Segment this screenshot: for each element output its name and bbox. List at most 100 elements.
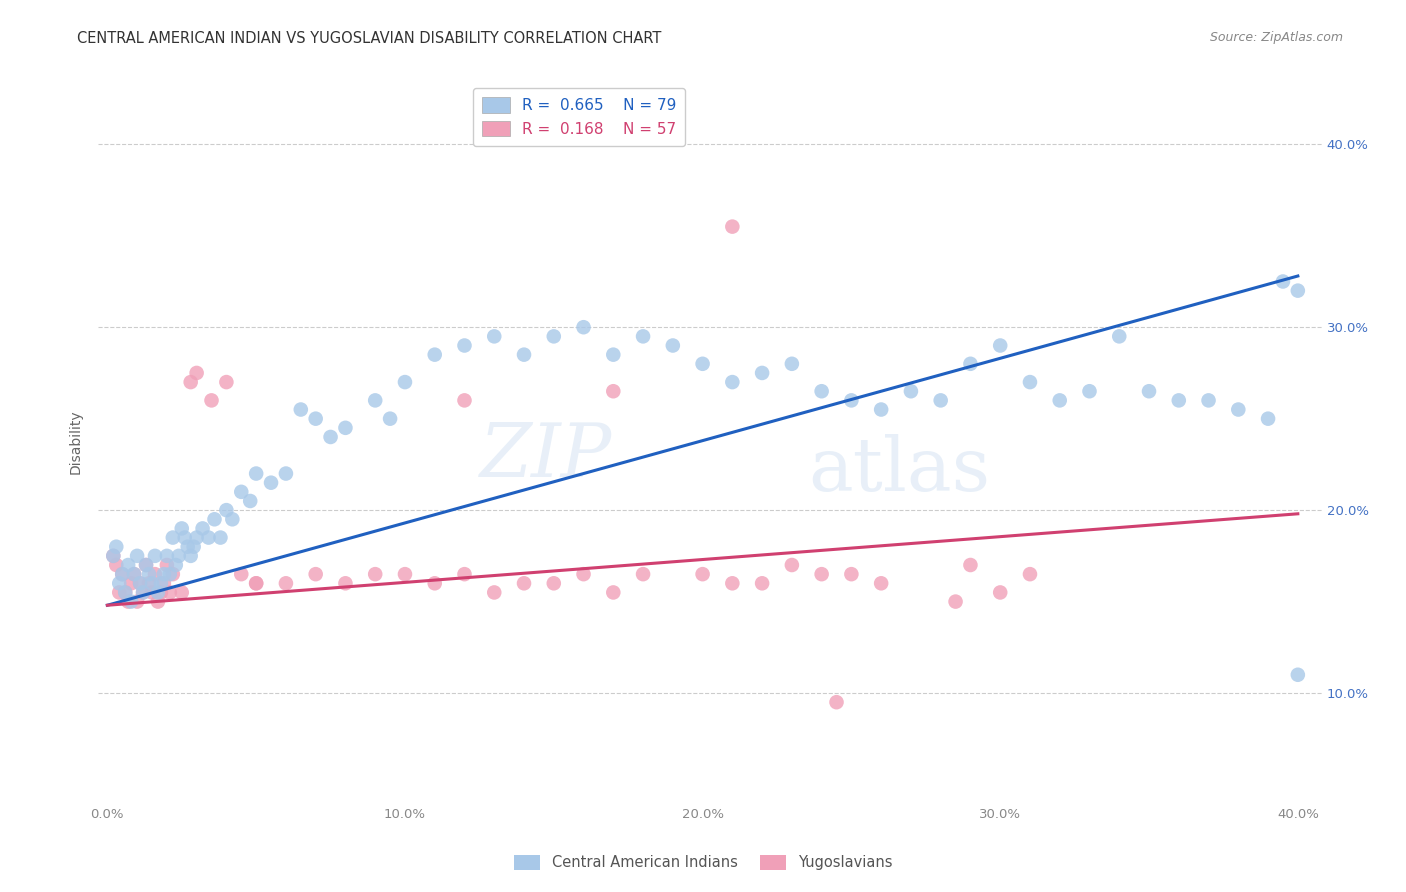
Point bbox=[513, 576, 536, 591]
Point bbox=[1108, 329, 1130, 343]
Point bbox=[186, 531, 208, 545]
Point bbox=[105, 558, 128, 572]
Point bbox=[120, 576, 142, 591]
Point bbox=[810, 384, 832, 399]
Point bbox=[572, 320, 595, 334]
Point bbox=[105, 540, 128, 554]
Point bbox=[1078, 384, 1101, 399]
Point bbox=[945, 594, 967, 608]
Point bbox=[841, 393, 863, 408]
Point bbox=[186, 366, 208, 380]
Point bbox=[167, 549, 190, 563]
Point bbox=[423, 576, 446, 591]
Point bbox=[146, 594, 169, 608]
Text: ZIP: ZIP bbox=[479, 420, 612, 492]
Y-axis label: Disability: Disability bbox=[69, 409, 83, 474]
Point bbox=[335, 421, 357, 435]
Point bbox=[162, 531, 184, 545]
Point bbox=[180, 375, 202, 389]
Point bbox=[239, 494, 262, 508]
Point bbox=[215, 503, 238, 517]
Point bbox=[364, 567, 387, 582]
Point bbox=[1257, 411, 1279, 425]
Point bbox=[305, 567, 328, 582]
Point bbox=[394, 567, 416, 582]
Point bbox=[170, 585, 193, 599]
Point bbox=[721, 219, 744, 234]
Point bbox=[132, 585, 155, 599]
Point bbox=[780, 357, 803, 371]
Point bbox=[183, 540, 205, 554]
Point bbox=[191, 521, 214, 535]
Point bbox=[662, 338, 685, 352]
Point bbox=[423, 348, 446, 362]
Point bbox=[173, 531, 195, 545]
Point bbox=[122, 567, 145, 582]
Point bbox=[751, 576, 773, 591]
Point bbox=[120, 594, 142, 608]
Text: CENTRAL AMERICAN INDIAN VS YUGOSLAVIAN DISABILITY CORRELATION CHART: CENTRAL AMERICAN INDIAN VS YUGOSLAVIAN D… bbox=[77, 31, 662, 46]
Point bbox=[825, 695, 848, 709]
Point bbox=[209, 531, 232, 545]
Point bbox=[780, 558, 803, 572]
Point bbox=[108, 576, 131, 591]
Point bbox=[305, 411, 328, 425]
Point bbox=[215, 375, 238, 389]
Point bbox=[129, 576, 152, 591]
Point bbox=[1167, 393, 1189, 408]
Point bbox=[153, 576, 176, 591]
Point bbox=[484, 585, 506, 599]
Point bbox=[274, 467, 297, 481]
Point bbox=[721, 375, 744, 389]
Point bbox=[127, 549, 149, 563]
Point bbox=[929, 393, 952, 408]
Point bbox=[260, 475, 283, 490]
Point bbox=[692, 567, 714, 582]
Point bbox=[103, 549, 125, 563]
Point bbox=[114, 585, 136, 599]
Point bbox=[245, 576, 267, 591]
Point bbox=[453, 393, 475, 408]
Point bbox=[111, 567, 134, 582]
Point bbox=[1286, 667, 1309, 681]
Point bbox=[108, 585, 131, 599]
Point bbox=[572, 567, 595, 582]
Point bbox=[274, 576, 297, 591]
Point bbox=[602, 585, 624, 599]
Point bbox=[631, 329, 654, 343]
Point bbox=[319, 430, 342, 444]
Point bbox=[378, 411, 401, 425]
Point bbox=[1137, 384, 1160, 399]
Point bbox=[959, 558, 981, 572]
Point bbox=[197, 531, 219, 545]
Point bbox=[1019, 375, 1042, 389]
Point bbox=[453, 567, 475, 582]
Point bbox=[245, 576, 267, 591]
Text: Source: ZipAtlas.com: Source: ZipAtlas.com bbox=[1209, 31, 1343, 45]
Point bbox=[870, 576, 893, 591]
Point bbox=[513, 348, 536, 362]
Point bbox=[141, 585, 163, 599]
Point bbox=[543, 576, 565, 591]
Point bbox=[129, 576, 152, 591]
Point bbox=[1198, 393, 1220, 408]
Point bbox=[841, 567, 863, 582]
Point bbox=[221, 512, 243, 526]
Point bbox=[200, 393, 222, 408]
Point bbox=[114, 585, 136, 599]
Point bbox=[143, 549, 166, 563]
Point bbox=[204, 512, 226, 526]
Point bbox=[149, 585, 172, 599]
Point bbox=[1227, 402, 1250, 417]
Point bbox=[394, 375, 416, 389]
Point bbox=[959, 357, 981, 371]
Point bbox=[721, 576, 744, 591]
Point bbox=[135, 558, 157, 572]
Point bbox=[810, 567, 832, 582]
Point bbox=[122, 567, 145, 582]
Point bbox=[631, 567, 654, 582]
Point bbox=[103, 549, 125, 563]
Point bbox=[165, 558, 187, 572]
Point bbox=[138, 576, 160, 591]
Point bbox=[290, 402, 312, 417]
